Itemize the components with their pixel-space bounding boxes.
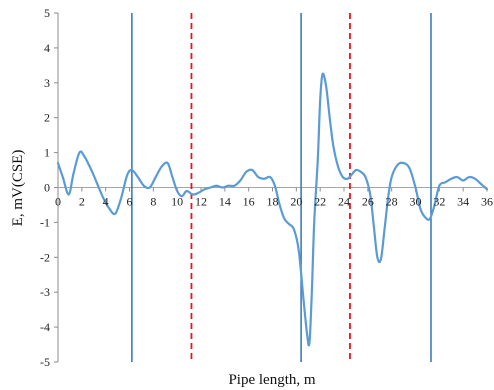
x-tick-label: 4 [103, 195, 109, 209]
series-group [56, 72, 489, 347]
series-line [56, 72, 489, 347]
x-tick-label: 14 [219, 195, 231, 209]
x-tick-label: 8 [150, 195, 156, 209]
y-tick-label: 0 [44, 181, 50, 195]
x-tick-label: 12 [195, 195, 207, 209]
y-axis-title: E, mV(CSE) [10, 150, 26, 227]
x-axis-title: Pipe length, m [228, 372, 315, 388]
y-tick-label: -3 [40, 285, 50, 299]
y-tick-label: 1 [44, 146, 50, 160]
x-tick-label: 32 [433, 195, 445, 209]
x-tick-label: 0 [55, 195, 61, 209]
x-tick-label: 26 [362, 195, 374, 209]
y-tick-label: 3 [44, 76, 50, 90]
x-tick-label: 30 [410, 195, 422, 209]
x-tick-label: 24 [338, 195, 350, 209]
y-tick-label: 5 [44, 6, 50, 20]
x-tick-label: 6 [127, 195, 133, 209]
x-tick-label: 16 [243, 195, 255, 209]
x-tick-label: 20 [290, 195, 302, 209]
y-tick-label: 4 [44, 41, 50, 55]
y-axis-ticks: -5 -4 -3 -2 -1 0 1 2 3 4 5 [40, 6, 58, 369]
x-tick-label: 18 [267, 195, 279, 209]
x-tick-label: 22 [314, 195, 326, 209]
x-axis-ticks: 0 2 4 6 8 10 12 14 16 18 20 22 24 26 28 30 32 34 36 [55, 187, 493, 209]
y-tick-label: -4 [40, 320, 50, 334]
x-tick-label: 34 [457, 195, 469, 209]
x-tick-label: 10 [171, 195, 183, 209]
x-tick-label: 2 [79, 195, 85, 209]
reference-lines [131, 13, 432, 362]
y-tick-label: -2 [40, 250, 50, 264]
y-tick-label: -5 [40, 355, 50, 369]
x-tick-label: 28 [386, 195, 398, 209]
x-tick-label: 36 [481, 195, 493, 209]
y-tick-label: 2 [44, 111, 50, 125]
y-tick-label: -1 [40, 215, 50, 229]
